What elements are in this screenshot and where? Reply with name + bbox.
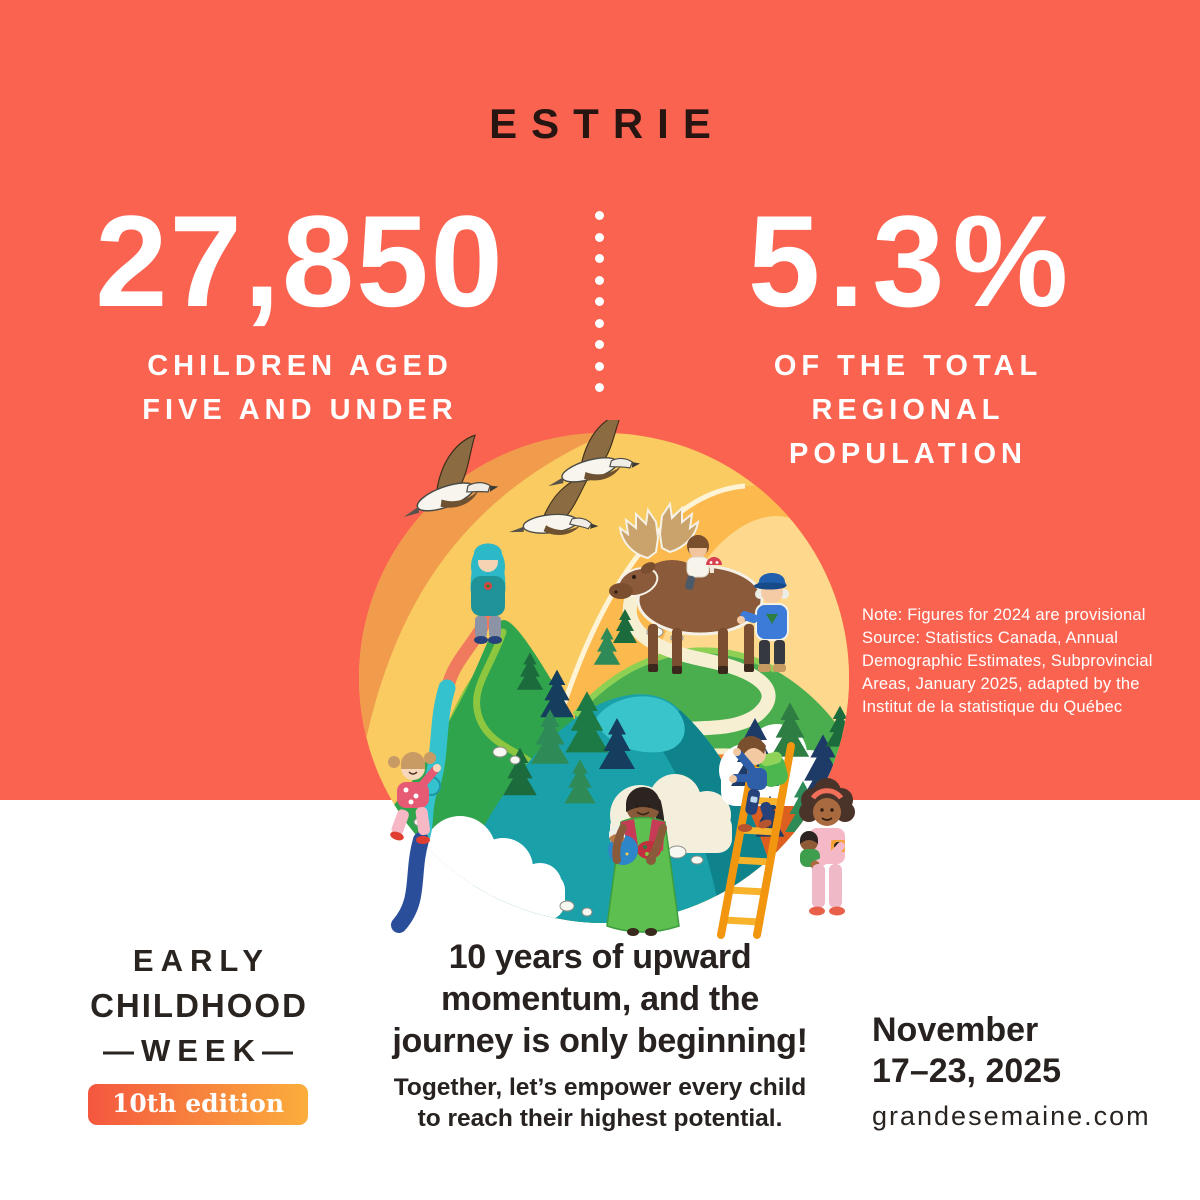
stat-children-count-value: 27,850 <box>95 188 505 334</box>
winding-trail <box>622 583 776 745</box>
event-website: grandesemaine.com <box>872 1101 1151 1131</box>
stat-children-count-label: CHILDREN AGED FIVE AND UNDER <box>142 350 458 426</box>
campaign-submessage: Together, let’s empower every child to r… <box>393 1074 807 1132</box>
boy-climbing <box>729 736 788 832</box>
orange-sky-band <box>359 433 625 860</box>
logo-line-week: —WEEK— <box>103 1033 300 1068</box>
event-month: November <box>872 1011 1039 1049</box>
source-note: Note: Figures for 2024 are provisional S… <box>862 606 1153 716</box>
event-logo: EARLY CHILDHOOD —WEEK— 10th edition <box>72 938 324 1125</box>
hero-illustration-svg <box>359 411 855 939</box>
stat-population-share-label: OF THE TOTAL REGIONAL POPULATION <box>773 350 1043 470</box>
elder-with-cap <box>737 573 789 672</box>
hero-illustration <box>325 411 885 945</box>
edition-badge: 10th edition <box>88 1084 308 1125</box>
stat-children-count: 27,850 CHILDREN AGED FIVE AND UNDER <box>40 196 560 432</box>
event-details: November 17–23, 2025 grandesemaine.com <box>872 1010 1172 1132</box>
girl-in-pink <box>388 752 441 844</box>
region-title: ESTRIE <box>489 100 725 147</box>
child-on-moose <box>685 535 722 590</box>
stat-population-share-value: 5.3% <box>747 188 1077 334</box>
mother-with-baby <box>606 787 680 936</box>
dotted-divider <box>595 211 605 405</box>
stat-population-share: 5.3% OF THE TOTAL REGIONAL POPULATION <box>648 196 1168 476</box>
campaign-message: 10 years of upward momentum, and the jou… <box>320 936 880 1134</box>
event-dates: 17–23, 2025 <box>872 1052 1062 1090</box>
logo-line-childhood: CHILDHOOD <box>90 987 308 1024</box>
moose-group <box>609 501 789 674</box>
logo-line-early: EARLY <box>132 943 271 978</box>
girl-with-baby <box>799 778 855 916</box>
